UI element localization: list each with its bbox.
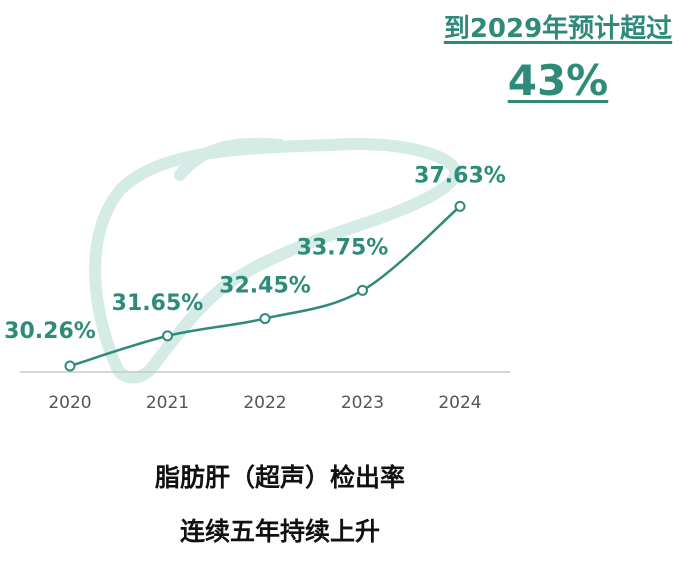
- data-point-2020: [64, 360, 76, 372]
- x-tick-label-2020: 2020: [48, 393, 91, 413]
- data-label-2023: 33.75%: [297, 235, 389, 260]
- caption-title: 脂肪肝（超声）检出率: [154, 463, 405, 492]
- x-tick-label-2021: 2021: [146, 393, 189, 413]
- forecast-text: 到2029年预计超过: [443, 14, 673, 44]
- liver-icon: [89, 137, 462, 384]
- data-point-2021: [162, 330, 173, 342]
- data-point-2024: [454, 200, 466, 212]
- data-label-2021: 31.65%: [112, 291, 204, 316]
- data-point-2023: [357, 284, 368, 296]
- data-label-2020: 30.26%: [4, 319, 96, 344]
- forecast-value: 43%: [507, 56, 609, 105]
- data-point-2022: [259, 313, 271, 325]
- x-tick-label-2022: 2022: [243, 393, 286, 413]
- x-tick-label-2024: 2024: [438, 393, 481, 413]
- caption-subtitle: 连续五年持续上升: [179, 517, 380, 546]
- data-label-2024: 37.63%: [414, 163, 506, 188]
- data-label-2022: 32.45%: [219, 274, 311, 299]
- forecast-callout: 到2029年预计超过 43%: [438, 10, 678, 108]
- x-tick-label-2023: 2023: [341, 393, 384, 413]
